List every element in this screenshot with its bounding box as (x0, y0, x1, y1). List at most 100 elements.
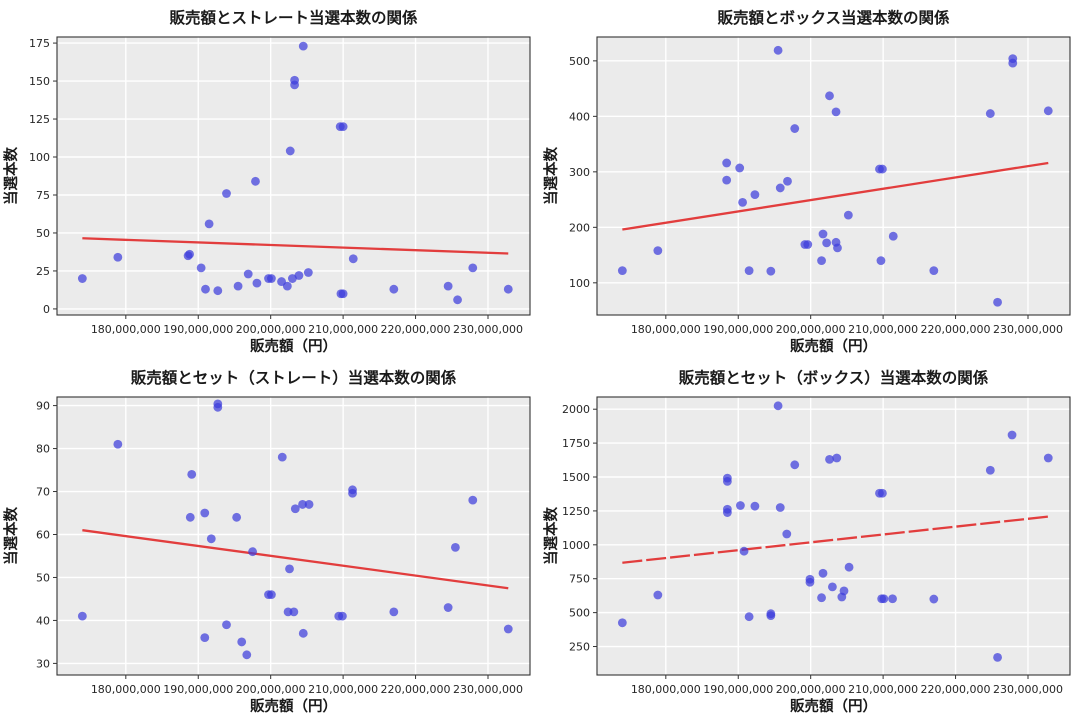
data-point (200, 508, 210, 518)
y-tick-label: 100 (569, 277, 590, 290)
data-point (739, 546, 749, 556)
y-tick-label: 50 (36, 571, 50, 584)
x-tick-label: 180,000,000 (91, 323, 161, 336)
y-tick-label: 175 (29, 37, 50, 50)
data-point (805, 574, 815, 584)
x-tick-label: 210,000,000 (848, 683, 918, 696)
x-tick-label: 190,000,000 (703, 323, 773, 336)
data-point (222, 189, 231, 198)
data-point (876, 256, 886, 266)
x-tick-label: 230,000,000 (453, 323, 523, 336)
y-tick-label: 750 (569, 573, 590, 586)
trend-line (82, 237, 509, 255)
data-point (285, 564, 294, 574)
data-point (833, 243, 842, 253)
scatter-chart-set-straight: 180,000,000 190,000,000 200,000,000 210,000… (2, 368, 531, 715)
data-point (744, 612, 754, 622)
x-tick-label: 180,000,000 (91, 683, 161, 696)
y-tick-label: 250 (569, 641, 590, 654)
data-point (828, 582, 837, 592)
data-point (839, 586, 849, 596)
axis-spine (56, 396, 531, 676)
data-point (817, 593, 826, 603)
data-point (503, 284, 513, 294)
x-tick-label: 210,000,000 (848, 323, 918, 336)
y-tick-label: 40 (36, 614, 50, 627)
x-tick-label: 220,000,000 (921, 323, 991, 336)
y-tick-label: 1750 (562, 437, 590, 450)
data-point (503, 624, 513, 634)
y-tick-label: 125 (29, 113, 50, 126)
data-point (985, 109, 995, 118)
x-tick-label: 220,000,000 (921, 683, 991, 696)
data-point (783, 176, 792, 186)
y-tick-label: 400 (569, 110, 590, 123)
data-point (790, 124, 800, 133)
chart-title: 販売額とストレート当選本数の関係 (169, 8, 418, 27)
x-axis-label: 販売額（円） (790, 337, 877, 355)
y-tick-label: 100 (29, 151, 50, 164)
data-point (766, 609, 776, 619)
y-tick-label: 75 (36, 189, 50, 202)
data-point (290, 75, 299, 85)
x-axis-label: 販売額（円） (250, 337, 337, 355)
data-point (1043, 106, 1053, 116)
data-point (450, 542, 460, 552)
data-point (298, 500, 307, 509)
data-point (389, 607, 399, 617)
x-tick-label: 220,000,000 (381, 323, 451, 336)
x-tick-label: 190,000,000 (163, 683, 233, 696)
data-point (77, 611, 87, 621)
data-point (282, 281, 292, 291)
x-tick-label: 230,000,000 (993, 323, 1063, 336)
data-point (825, 91, 834, 101)
data-point (242, 650, 252, 660)
data-point (248, 547, 257, 557)
data-point (285, 146, 295, 156)
y-tick-label: 90 (36, 400, 50, 413)
x-tick-label: 220,000,000 (381, 683, 451, 696)
y-tick-label: 300 (569, 166, 590, 179)
data-point (766, 266, 776, 276)
data-point (204, 219, 214, 229)
chart-title: 販売額とセット（ボックス）当選本数の関係 (679, 368, 989, 387)
data-point (443, 603, 453, 612)
panel-box: 180,000,000 190,000,000 200,000,000 210,000… (540, 0, 1080, 360)
data-point (389, 284, 399, 294)
data-point (750, 501, 760, 511)
data-point (738, 197, 747, 207)
data-point (877, 164, 887, 174)
data-point (243, 269, 253, 279)
data-point (775, 183, 785, 193)
data-point (879, 594, 889, 604)
y-axis-label: 当選本数 (542, 147, 560, 205)
panel-set-box: 180,000,000 190,000,000 200,000,000 210,000… (540, 360, 1080, 720)
data-point (453, 295, 462, 305)
y-axis-label: 当選本数 (542, 507, 560, 565)
scatter-chart-straight: 180,000,000 190,000,000 200,000,000 210,000… (2, 8, 531, 355)
y-tick-label: 200 (569, 221, 590, 234)
data-point (722, 158, 732, 168)
data-point (298, 41, 308, 51)
y-axis-label: 当選本数 (2, 507, 20, 565)
data-point (844, 562, 854, 572)
data-point (803, 240, 813, 249)
data-point (338, 289, 348, 299)
x-tick-label: 180,000,000 (631, 323, 701, 336)
data-point (304, 500, 314, 509)
data-point (843, 210, 853, 220)
y-tick-label: 500 (569, 607, 590, 620)
data-point (817, 256, 826, 266)
data-point (722, 473, 732, 483)
y-tick-label: 150 (29, 75, 50, 88)
data-point (993, 297, 1002, 307)
data-point (237, 637, 247, 647)
y-tick-label: 0 (43, 303, 50, 316)
data-point (773, 45, 783, 55)
x-tick-label: 200,000,000 (776, 323, 846, 336)
scatter-chart-set-box: 180,000,000 190,000,000 200,000,000 210,000… (542, 368, 1071, 715)
data-point (267, 274, 276, 283)
data-point (929, 266, 939, 276)
x-tick-label: 230,000,000 (453, 683, 523, 696)
